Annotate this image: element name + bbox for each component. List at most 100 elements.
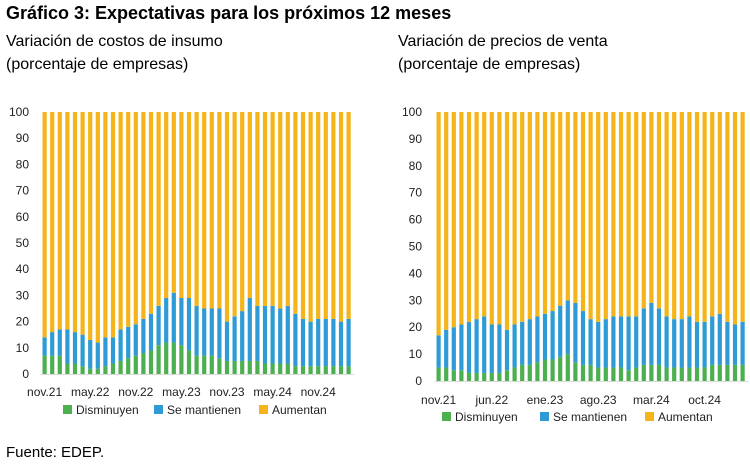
right-x-tick-label: ene.23 [527, 393, 564, 407]
left-bar-se-mantienen [80, 334, 85, 367]
left-bar-aumentan [202, 112, 207, 309]
left-bar-aumentan [65, 112, 70, 330]
right-bar-se-mantienen [466, 321, 472, 373]
left-legend-swatch-aumentan [259, 405, 268, 414]
right-bar-aumentan [482, 112, 487, 317]
right-bar-se-mantienen [573, 302, 578, 363]
left-bar-aumentan [141, 112, 146, 319]
right-bar-disminuyen [710, 364, 715, 381]
right-bar-se-mantienen [611, 316, 616, 368]
left-bar-se-mantienen [338, 321, 344, 367]
right-bar-aumentan [459, 112, 464, 325]
right-bar-se-mantienen [687, 316, 692, 368]
right-bar-disminuyen [603, 367, 608, 381]
right-bar-se-mantienen [527, 319, 532, 365]
left-bar-disminuyen [57, 355, 62, 374]
left-bar-aumentan [110, 112, 116, 338]
right-bar-se-mantienen [603, 319, 608, 368]
right-bar-se-mantienen [626, 316, 631, 371]
right-bar-aumentan [580, 112, 586, 312]
right-x-tick-label: ago.23 [580, 393, 617, 407]
left-bar-se-mantienen [194, 305, 199, 356]
right-bar-aumentan [611, 112, 616, 317]
right-bar-se-mantienen [558, 305, 563, 357]
left-y-tick-label: 80 [16, 157, 30, 171]
right-legend-swatch-disminuyen [442, 412, 451, 421]
left-bar-disminuyen [50, 355, 55, 374]
right-bar-aumentan [444, 112, 449, 330]
left-bar-aumentan [285, 112, 290, 306]
left-bar-disminuyen [240, 360, 245, 374]
right-bar-aumentan [436, 112, 441, 336]
left-bar-disminuyen [103, 366, 108, 374]
left-bar-disminuyen [202, 355, 207, 374]
right-bar-aumentan [558, 112, 563, 306]
left-y-tick-label: 30 [16, 288, 30, 302]
left-bar-disminuyen [80, 366, 85, 374]
right-bar-disminuyen [489, 372, 494, 381]
left-bar-aumentan [217, 112, 222, 309]
left-bar-se-mantienen [50, 332, 55, 356]
left-bar-disminuyen [118, 360, 123, 374]
left-bar-se-mantienen [57, 329, 62, 356]
right-y-tick-label: 90 [409, 132, 423, 146]
left-bar-se-mantienen [232, 316, 237, 361]
left-bar-aumentan [148, 112, 154, 314]
left-bar-aumentan [50, 112, 55, 333]
left-bar-disminuyen [133, 355, 138, 374]
left-bar-se-mantienen [247, 298, 252, 361]
left-bar-se-mantienen [103, 337, 108, 367]
left-bar-se-mantienen [240, 311, 245, 361]
left-bar-aumentan [88, 112, 93, 340]
right-bar-se-mantienen [550, 311, 555, 360]
right-bar-se-mantienen [497, 324, 502, 373]
right-y-tick-label: 40 [409, 266, 423, 280]
right-bar-aumentan [512, 112, 517, 325]
left-bar-disminuyen [164, 342, 169, 374]
left-bar-disminuyen [278, 363, 283, 374]
right-bar-aumentan [603, 112, 608, 320]
right-bar-aumentan [634, 112, 639, 317]
right-bar-se-mantienen [702, 321, 707, 368]
right-bar-disminuyen [588, 364, 593, 381]
left-bar-se-mantienen [202, 308, 207, 356]
right-bar-se-mantienen [725, 321, 730, 365]
left-bar-disminuyen [88, 368, 93, 374]
left-bar-disminuyen [300, 366, 306, 374]
right-bar-aumentan [504, 112, 510, 330]
right-bar-disminuyen [694, 367, 700, 381]
right-bar-aumentan [573, 112, 578, 303]
right-bar-aumentan [535, 112, 540, 317]
right-bar-se-mantienen [672, 319, 677, 368]
right-bar-aumentan [732, 112, 738, 325]
right-bar-aumentan [474, 112, 479, 320]
left-legend-label-se-mantienen: Se mantienen [167, 403, 241, 417]
left-bar-disminuyen [186, 350, 192, 374]
right-bar-aumentan [565, 112, 570, 301]
left-bar-se-mantienen [224, 321, 230, 361]
right-bar-se-mantienen [489, 324, 494, 373]
left-bar-disminuyen [232, 360, 237, 374]
right-y-tick-label: 50 [409, 240, 423, 254]
right-y-tick-label: 20 [409, 320, 423, 334]
right-y-tick-label: 60 [409, 213, 423, 227]
left-legend-swatch-se-mantienen [154, 405, 163, 414]
right-bar-aumentan [710, 112, 715, 317]
source-note: Fuente: EDEP. [6, 444, 105, 461]
right-bar-aumentan [656, 112, 662, 309]
right-chart-subtitle: (porcentaje de empresas) [398, 56, 581, 73]
right-y-tick-label: 80 [409, 159, 423, 173]
left-bar-se-mantienen [126, 326, 131, 359]
right-legend-swatch-se-mantienen [540, 412, 549, 421]
right-bar-disminuyen [459, 370, 464, 381]
right-bar-disminuyen [444, 367, 449, 381]
left-bar-disminuyen [209, 355, 214, 374]
left-bar-disminuyen [95, 368, 100, 374]
left-bar-disminuyen [255, 360, 260, 374]
right-bar-disminuyen [679, 367, 684, 381]
left-bar-aumentan [156, 112, 161, 306]
right-bar-disminuyen [641, 364, 646, 381]
right-bar-disminuyen [520, 364, 525, 381]
right-bar-disminuyen [702, 367, 707, 381]
